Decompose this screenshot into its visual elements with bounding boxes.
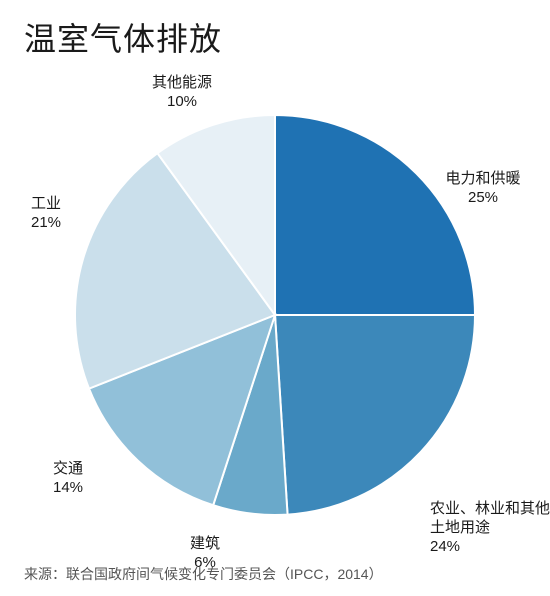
chart-title: 温室气体排放 xyxy=(24,14,222,60)
slice-label: 其他能源10% xyxy=(152,74,212,112)
chart-container: 温室气体排放 电力和供暖25%农业、林业和其他土地用途24%建筑6%交通14%工… xyxy=(0,0,550,596)
slice-label: 交通14% xyxy=(53,460,83,498)
slice-label: 工业21% xyxy=(31,195,61,233)
slice-label: 农业、林业和其他土地用途24% xyxy=(430,500,550,556)
slice-label: 电力和供暖25% xyxy=(445,170,520,208)
pie-slice xyxy=(275,115,475,315)
pie-slice xyxy=(275,315,475,515)
chart-source: 来源：联合国政府间气候变化专门委员会（IPCC，2014） xyxy=(24,564,383,584)
pie-chart: 电力和供暖25%农业、林业和其他土地用途24%建筑6%交通14%工业21%其他能… xyxy=(0,60,550,560)
